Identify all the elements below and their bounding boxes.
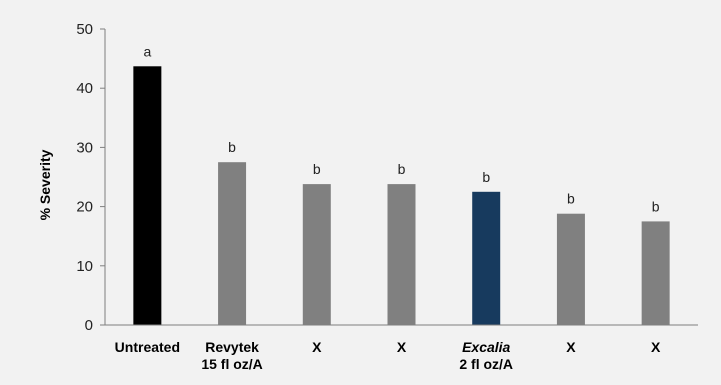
bar-data-label: b	[567, 191, 575, 207]
y-tick-label: 40	[76, 80, 93, 97]
bar	[387, 184, 416, 325]
data-labels: a b b b b b b	[143, 43, 659, 214]
x-tick-label: X	[566, 339, 576, 355]
bar-data-label: a	[143, 43, 151, 59]
bar	[133, 66, 162, 326]
y-tick-label: 10	[76, 258, 93, 275]
bar-data-label: b	[228, 139, 236, 155]
x-tick-label: 2 fl oz/A	[459, 356, 513, 372]
x-tick-label: X	[312, 339, 322, 355]
x-tick-label: X	[397, 339, 407, 355]
y-axis-ticks: 0 10 20 30 40 50	[76, 21, 105, 334]
y-axis-title: % Severity	[37, 149, 53, 220]
x-tick-label: Revytek	[205, 339, 259, 355]
x-tick-label: Untreated	[115, 339, 180, 355]
y-tick-label: 20	[76, 199, 93, 216]
bar-data-label: b	[652, 198, 660, 214]
bar-data-label: b	[398, 161, 406, 177]
y-tick-label: 50	[76, 21, 93, 38]
y-tick-label: 30	[76, 139, 93, 156]
bar	[556, 213, 585, 325]
x-tick-label: Excalia	[462, 339, 510, 355]
x-tick-label: 15 fl oz/A	[201, 356, 262, 372]
bar	[302, 184, 331, 325]
y-tick-label: 0	[85, 317, 93, 334]
bar-data-label: b	[313, 161, 321, 177]
bar	[472, 191, 501, 325]
bars	[133, 66, 670, 326]
bar	[641, 221, 670, 325]
x-tick-label: X	[651, 339, 661, 355]
bar-data-label: b	[482, 169, 490, 185]
bar	[218, 162, 247, 325]
